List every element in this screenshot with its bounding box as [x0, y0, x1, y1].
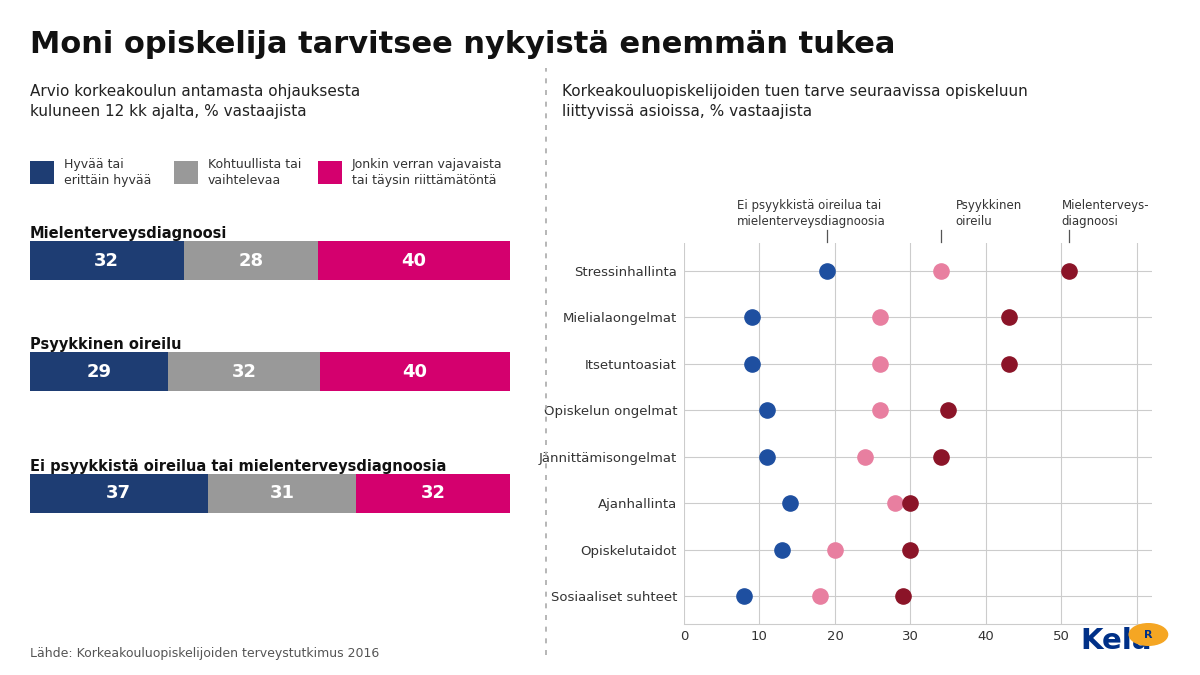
Text: Hyvää tai
erittäin hyvää: Hyvää tai erittäin hyvää — [64, 158, 151, 186]
Text: Ei psyykkistä oireilua tai mielenterveysdiagnoosia: Ei psyykkistä oireilua tai mielenterveys… — [30, 459, 446, 474]
Text: Mielenterveys-
diagnoosi: Mielenterveys- diagnoosi — [1062, 199, 1150, 228]
Point — [757, 452, 776, 462]
Bar — [184, 241, 318, 280]
Text: R: R — [1144, 630, 1153, 639]
Text: Korkeakouluopiskelijoiden tuen tarve seuraavissa opiskeluun
liittyvissä asioissa: Korkeakouluopiskelijoiden tuen tarve seu… — [562, 84, 1027, 119]
Point — [893, 591, 912, 602]
Point — [1060, 265, 1079, 276]
Text: 28: 28 — [239, 252, 263, 269]
Text: Arvio korkeakoulun antamasta ohjauksesta
kuluneen 12 kk ajalta, % vastaajista: Arvio korkeakoulun antamasta ohjauksesta… — [30, 84, 360, 119]
Text: Moni opiskelija tarvitsee nykyistä enemmän tukea: Moni opiskelija tarvitsee nykyistä enemm… — [30, 30, 895, 59]
Point — [780, 498, 799, 509]
Point — [938, 405, 958, 416]
Point — [886, 498, 905, 509]
Point — [931, 452, 950, 462]
Text: 32: 32 — [95, 252, 119, 269]
Bar — [318, 241, 510, 280]
Text: 31: 31 — [270, 485, 294, 502]
Text: 32: 32 — [232, 363, 257, 381]
Text: 40: 40 — [402, 252, 426, 269]
Point — [901, 545, 920, 556]
Point — [856, 452, 875, 462]
Text: Kohtuullista tai
vaihtelevaa: Kohtuullista tai vaihtelevaa — [208, 158, 301, 186]
Point — [818, 265, 838, 276]
Point — [810, 591, 829, 602]
Text: 29: 29 — [86, 363, 112, 381]
Text: 32: 32 — [421, 485, 445, 502]
Bar — [320, 352, 510, 392]
Point — [734, 591, 754, 602]
Bar — [168, 352, 320, 392]
Bar — [208, 474, 356, 513]
Text: 37: 37 — [107, 485, 131, 502]
Text: Ei psyykkistä oireilua tai
mielenterveysdiagnoosia: Ei psyykkistä oireilua tai mielenterveys… — [737, 199, 886, 228]
Text: Jonkin verran vajavaista
tai täysin riittämätöntä: Jonkin verran vajavaista tai täysin riit… — [352, 158, 503, 186]
Text: Lähde: Korkeakouluopiskelijoiden terveystutkimus 2016: Lähde: Korkeakouluopiskelijoiden terveys… — [30, 647, 379, 660]
Text: Psyykkinen
oireilu: Psyykkinen oireilu — [955, 199, 1022, 228]
Point — [998, 312, 1018, 323]
Point — [998, 358, 1018, 369]
Bar — [30, 474, 208, 513]
Point — [826, 545, 845, 556]
Point — [871, 358, 890, 369]
Bar — [30, 352, 168, 392]
Point — [743, 312, 762, 323]
Point — [871, 312, 890, 323]
Point — [773, 545, 792, 556]
Point — [901, 498, 920, 509]
Point — [931, 265, 950, 276]
Bar — [356, 474, 510, 513]
Point — [871, 405, 890, 416]
Point — [743, 358, 762, 369]
Text: 40: 40 — [402, 363, 427, 381]
Text: Mielenterveysdiagnoosi: Mielenterveysdiagnoosi — [30, 226, 227, 241]
Text: Kela: Kela — [1080, 627, 1152, 655]
Bar — [30, 241, 184, 280]
Point — [757, 405, 776, 416]
Text: Psyykkinen oireilu: Psyykkinen oireilu — [30, 338, 181, 352]
